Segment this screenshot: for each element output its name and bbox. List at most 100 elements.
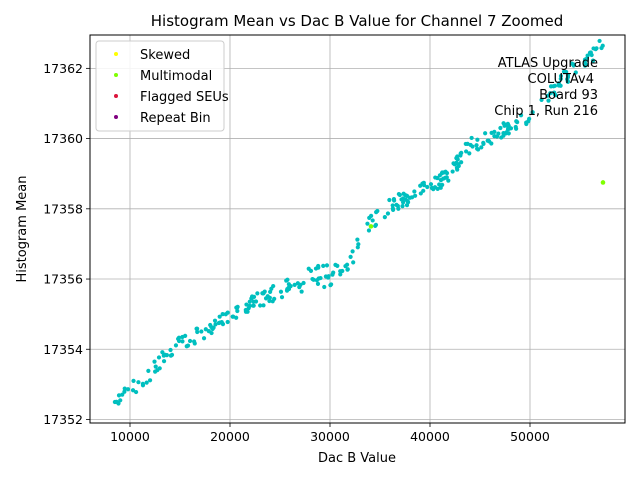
data-point (156, 355, 162, 360)
data-point (558, 73, 564, 79)
data-point (114, 399, 119, 405)
data-point (590, 58, 596, 63)
data-point (565, 73, 571, 78)
x-tick-label: 30000 (310, 429, 350, 444)
data-point (585, 53, 590, 58)
points-layer (112, 38, 606, 406)
data-point (217, 314, 222, 319)
data-point (400, 204, 405, 209)
data-point (355, 245, 360, 250)
data-point (450, 169, 455, 174)
x-tick-label: 50000 (510, 429, 550, 444)
data-point (192, 339, 197, 344)
data-point (318, 275, 323, 281)
data-point (513, 124, 518, 130)
annotation-block: ATLAS Upgrade COLUTAv4 Board 93 Chip 1, … (494, 56, 598, 119)
data-point (328, 283, 333, 288)
data-point (140, 383, 146, 388)
data-point (322, 284, 327, 290)
data-point (546, 98, 551, 103)
data-point (271, 283, 276, 289)
data-point (558, 83, 563, 88)
data-point (373, 223, 378, 229)
annotation-line-2: COLUTAv4 (528, 72, 594, 87)
data-point (356, 242, 361, 247)
data-point (210, 326, 215, 332)
data-point (122, 389, 127, 394)
data-point (552, 83, 558, 88)
data-point (437, 173, 442, 178)
data-point (146, 368, 151, 373)
data-point (390, 207, 396, 212)
data-point (267, 295, 272, 300)
data-point (335, 263, 340, 269)
data-point (390, 203, 395, 208)
data-point (136, 380, 141, 385)
data-point (118, 398, 123, 403)
data-point (144, 380, 149, 385)
data-point (249, 294, 255, 299)
data-point (133, 389, 139, 395)
data-point (225, 319, 230, 325)
data-point (475, 147, 481, 152)
data-point (130, 388, 136, 393)
data-point (506, 131, 511, 136)
data-point (260, 291, 266, 296)
data-point (251, 303, 256, 308)
data-point (201, 336, 207, 341)
data-point (548, 91, 553, 96)
data-point (573, 70, 578, 75)
data-point (279, 295, 285, 300)
data-point (199, 329, 204, 334)
data-point (220, 311, 225, 317)
annotation-line-1: ATLAS Upgrade (498, 56, 598, 71)
data-point (458, 153, 463, 158)
data-point (527, 116, 532, 121)
data-point (284, 278, 289, 283)
annotation-line-4: Chip 1, Run 216 (494, 104, 598, 119)
x-tick-label: 10000 (110, 429, 150, 444)
data-point (206, 329, 211, 334)
x-tick-label: 40000 (410, 429, 450, 444)
data-point (326, 275, 331, 280)
data-point (316, 265, 321, 270)
data-point (387, 197, 392, 203)
data-point (310, 276, 315, 282)
data-point (122, 386, 127, 391)
data-point (425, 184, 430, 190)
data-point (501, 131, 506, 136)
x-axis-title: Dac B Value (318, 451, 396, 466)
data-point (435, 175, 440, 181)
y-axis-title: Histogram Mean (15, 176, 30, 283)
data-point (582, 57, 588, 62)
data-point (524, 120, 529, 125)
data-point (483, 131, 488, 136)
y-tick-label: 17356 (43, 272, 83, 287)
data-point (155, 368, 160, 373)
data-point (456, 163, 461, 169)
data-point (321, 263, 326, 268)
plot-frame (89, 34, 626, 424)
data-point (545, 93, 550, 98)
data-point (261, 303, 266, 308)
data-point (324, 263, 330, 268)
data-point (397, 192, 402, 198)
data-point (125, 387, 131, 392)
data-point (212, 318, 218, 323)
data-point (244, 302, 249, 307)
data-point (474, 143, 479, 148)
data-point (539, 97, 544, 102)
data-point (255, 291, 260, 296)
data-point (235, 304, 240, 309)
data-point (267, 298, 272, 304)
data-point (396, 206, 401, 211)
legend-marker-skewed (114, 52, 118, 56)
data-point (507, 126, 512, 131)
legend-label-skewed: Skewed (140, 48, 190, 63)
data-point (391, 196, 397, 202)
data-point (413, 193, 418, 198)
data-point (292, 282, 297, 288)
data-point (195, 329, 200, 335)
